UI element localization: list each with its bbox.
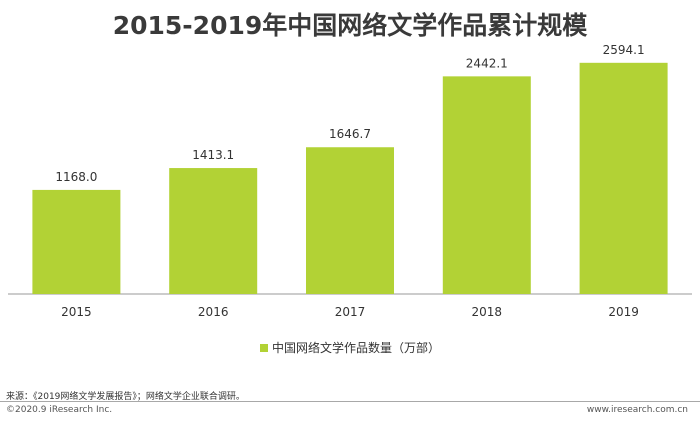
bars-group: 1168.0 2015 1413.1 2016 1646.7 2017 2442.1 2018…: [32, 43, 668, 319]
bar-2018: [442, 76, 531, 294]
x-tick-2017: 2017: [335, 305, 366, 319]
bar-2016: [169, 168, 258, 294]
value-label-2019: 2594.1: [603, 43, 645, 57]
legend: 中国网络文学作品数量（万部）: [0, 339, 700, 356]
chart-title: 2015-2019年中国网络文学作品累计规模: [112, 11, 588, 40]
website: www.iresearch.com.cn: [586, 405, 688, 415]
value-label-2018: 2442.1: [466, 56, 508, 70]
x-tick-2019: 2019: [608, 305, 639, 319]
footer-divider: [0, 401, 700, 402]
value-label-2016: 1413.1: [192, 148, 234, 162]
copyright: ©2020.9 iResearch Inc.: [6, 405, 113, 415]
x-tick-2015: 2015: [61, 305, 92, 319]
bar-chart: 1168.0 2015 1413.1 2016 1646.7 2017 2442.1 2018…: [8, 43, 692, 319]
value-label-2017: 1646.7: [329, 127, 371, 141]
x-tick-2016: 2016: [198, 305, 229, 319]
legend-label: 中国网络文学作品数量（万部）: [271, 341, 440, 355]
x-tick-2018: 2018: [472, 305, 503, 319]
legend-swatch: [259, 343, 268, 352]
bar-2019: [579, 62, 668, 295]
value-label-2015: 1168.0: [55, 170, 97, 184]
source-note: 来源：《2019网络文学发展报告》；网络文学企业联合调研。: [6, 392, 245, 402]
bar-2015: [32, 189, 121, 294]
bar-2017: [306, 147, 394, 294]
